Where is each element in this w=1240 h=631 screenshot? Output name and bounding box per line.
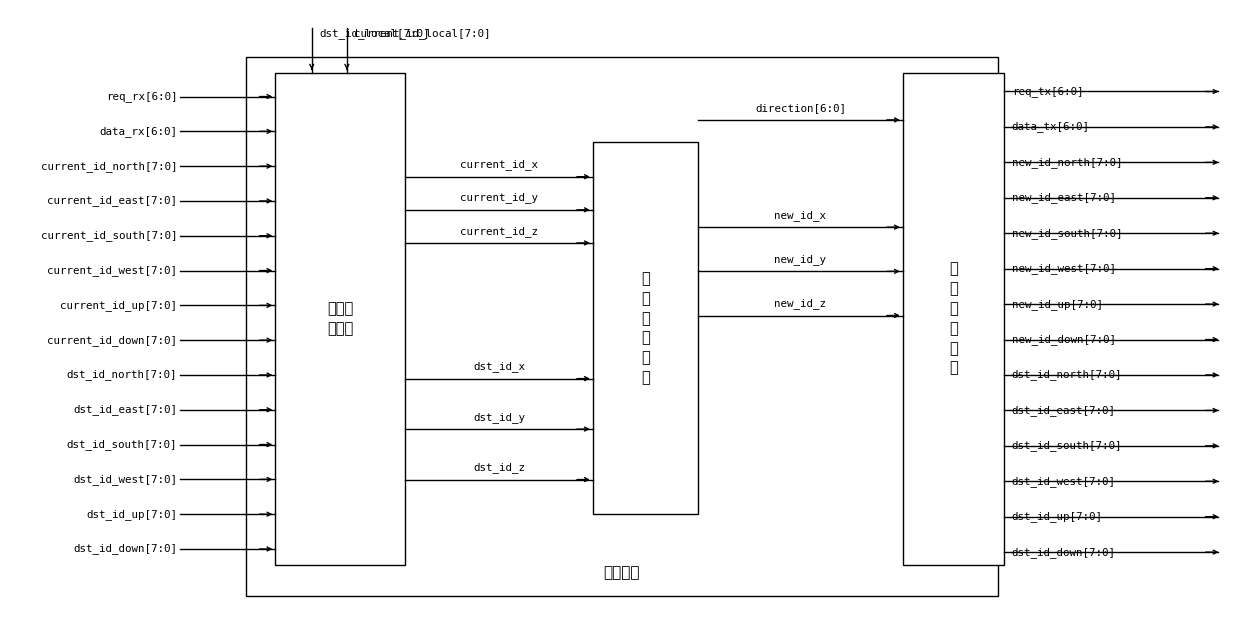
Text: dst_id_north[7:0]: dst_id_north[7:0] [1012,370,1122,380]
Text: new_id_west[7:0]: new_id_west[7:0] [1012,263,1116,274]
Text: dst_id_up[7:0]: dst_id_up[7:0] [87,509,177,519]
Text: current_id_east[7:0]: current_id_east[7:0] [47,196,177,206]
Text: dst_id_west[7:0]: dst_id_west[7:0] [73,474,177,485]
Text: dst_id_south[7:0]: dst_id_south[7:0] [1012,440,1122,451]
Text: dst_id_east[7:0]: dst_id_east[7:0] [1012,405,1116,416]
Text: new_id_down[7:0]: new_id_down[7:0] [1012,334,1116,345]
Text: current_id_z: current_id_z [460,226,538,237]
Text: req_tx[6:0]: req_tx[6:0] [1012,86,1084,97]
Text: data_tx[6:0]: data_tx[6:0] [1012,122,1090,133]
Text: dst_id_x: dst_id_x [474,362,525,372]
Text: new_id_north[7:0]: new_id_north[7:0] [1012,157,1122,168]
Text: dst_id_down[7:0]: dst_id_down[7:0] [1012,546,1116,558]
Text: dst_id_z: dst_id_z [474,463,525,473]
Text: dst_id_west[7:0]: dst_id_west[7:0] [1012,476,1116,487]
Text: new_id_south[7:0]: new_id_south[7:0] [1012,228,1122,239]
Text: 输入选
择模块: 输入选 择模块 [327,301,353,336]
Text: current_id_west[7:0]: current_id_west[7:0] [47,265,177,276]
Text: new_id_up[7:0]: new_id_up[7:0] [1012,298,1102,310]
Text: dst_id_down[7:0]: dst_id_down[7:0] [73,543,177,555]
Bar [593,142,698,514]
Text: new_id_y: new_id_y [775,254,826,265]
Text: current_id_north[7:0]: current_id_north[7:0] [41,161,177,172]
Bar [903,73,1004,565]
Text: new_id_east[7:0]: new_id_east[7:0] [1012,192,1116,203]
Text: direction[6:0]: direction[6:0] [755,103,846,114]
Text: dst_id_y: dst_id_y [474,412,525,423]
Text: dst_id_south[7:0]: dst_id_south[7:0] [67,439,177,450]
Text: current_id_y: current_id_y [460,192,538,204]
Text: req_rx[6:0]: req_rx[6:0] [105,91,177,102]
Text: current_id_south[7:0]: current_id_south[7:0] [41,230,177,241]
Text: current_id_local[7:0]: current_id_local[7:0] [355,28,491,39]
Text: current_id_x: current_id_x [460,160,538,170]
Text: new_id_z: new_id_z [775,298,826,309]
Text: 输
出
选
择
模
块: 输 出 选 择 模 块 [949,262,959,375]
Text: data_rx[6:0]: data_rx[6:0] [99,126,177,137]
Text: dst_id_north[7:0]: dst_id_north[7:0] [67,370,177,380]
Text: current_id_up[7:0]: current_id_up[7:0] [61,300,177,311]
Text: 方
向
计
算
单
元: 方 向 计 算 单 元 [641,271,650,385]
Bar [275,73,405,565]
Bar [246,57,998,596]
Text: dst_id_local[7:0]: dst_id_local[7:0] [319,28,430,39]
Text: dst_id_east[7:0]: dst_id_east[7:0] [73,404,177,415]
Text: new_id_x: new_id_x [775,210,826,221]
Text: 路由单元: 路由单元 [604,565,640,580]
Text: current_id_down[7:0]: current_id_down[7:0] [47,334,177,346]
Text: dst_id_up[7:0]: dst_id_up[7:0] [1012,511,1102,522]
